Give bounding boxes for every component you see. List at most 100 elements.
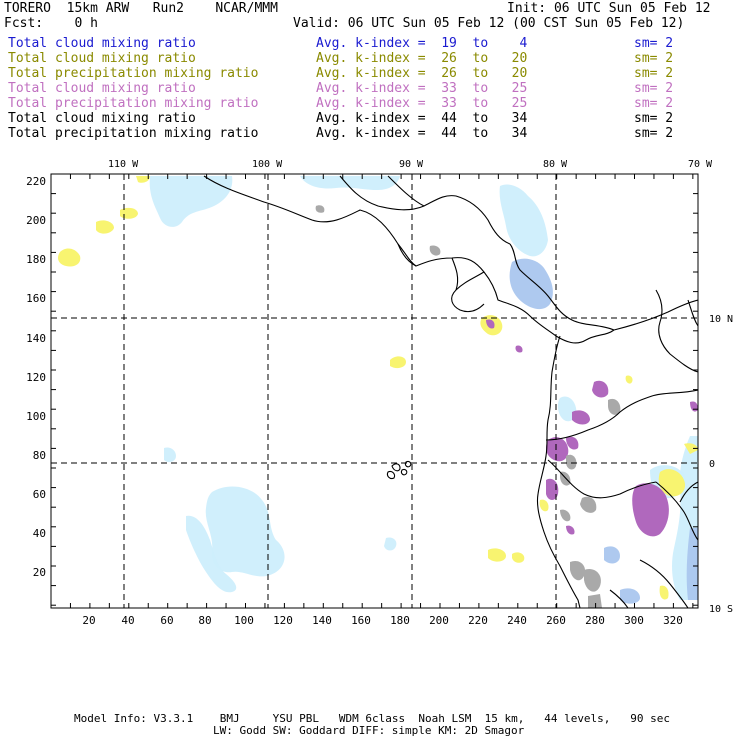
moisture-fields [51,174,698,608]
caribbean-cloud-mass [499,184,548,257]
yucatan-coast [387,175,425,207]
lat-label: 10 N [709,314,733,325]
y-tick-label: 40 [33,527,46,540]
legend-field: Total precipitation mixing ratio [8,66,259,81]
x-tick-label: 20 [82,614,95,627]
caribbean-coast [509,243,615,331]
gulf-of-mexico-coast [339,175,511,245]
lat-label: 10 S [709,604,733,615]
purple-cell [546,437,569,462]
north-cloud-band [149,176,233,227]
venezuela-coast [613,299,698,331]
lon-label: 110 W [108,159,139,170]
pacific-cloud-streak [186,515,237,593]
yellow-cell [96,220,114,234]
lon-label: 90 W [399,159,424,170]
purple-cell [515,345,523,353]
galapagos-island [386,470,396,480]
galapagos-island [391,463,401,472]
yellow-cell [512,552,525,563]
x-tick-label: 240 [507,614,527,627]
brazil-border [679,481,698,503]
country-border [397,243,417,267]
galapagos-island [404,460,412,468]
gray-precip-areas [315,205,621,608]
legend-kindex: Avg. k-index = 33 to 25 [316,81,528,96]
legend-field: Total precipitation mixing ratio [8,96,259,111]
gray-cell [429,245,441,256]
legend-field: Total cloud mixing ratio [8,36,196,51]
y-tick-label: 160 [26,292,46,305]
x-tick-label: 120 [273,614,293,627]
y-tick-label: 20 [33,566,46,579]
legend-kindex: Avg. k-index = 33 to 25 [316,96,528,111]
longitude-labels: 110 W 100 W 90 W 80 W 70 W [108,159,713,170]
gray-cell [315,205,325,213]
model-physics: LW: Godd SW: Goddard DIFF: simple KM: 2D… [213,724,525,737]
gray-cell [608,398,621,415]
x-tick-label: 180 [390,614,410,627]
legend-field: Total cloud mixing ratio [8,81,196,96]
south-cloud-core-2 [604,546,620,564]
pacific-cloud-mass [205,486,285,577]
map-background [51,174,698,608]
north-cloud-band-2 [300,176,400,190]
purple-cell [486,319,495,329]
map-frame [50,173,699,609]
legend-field: Total precipitation mixing ratio [8,126,259,141]
yellow-cell [625,375,633,384]
forecast-hour: Fcst: 0 h [4,16,98,31]
gray-cell [560,509,571,522]
brazil-peru-border [655,481,698,541]
colombia-border [545,389,698,441]
small-cloud-b [384,537,397,551]
model-title: TORERO 15km ARW Run2 NCAR/MMM [4,1,278,16]
x-tick-label: 100 [234,614,254,627]
small-cloud-a [164,447,176,463]
y-index-labels: 220 200 180 160 140 120 100 80 60 40 20 [26,175,46,579]
legend-sm: sm= 2 [634,96,674,111]
gray-cell [588,594,602,608]
yellow-cell [136,176,150,183]
galapagos-island [400,468,408,476]
valid-time: Valid: 06 UTC Sun 05 Feb 12 (00 CST Sun … [293,16,685,31]
model-info: Model Info: V3.3.1 BMJ YSU PBL WDM 6clas… [74,712,671,725]
y-tick-label: 180 [26,253,46,266]
x-tick-label: 40 [121,614,134,627]
yellow-cell [58,248,81,267]
yellow-cell [684,443,698,454]
init-time: Init: 06 UTC Sun 05 Feb 12 [507,1,711,16]
legend-sm: sm= 2 [634,81,674,96]
x-tick-label: 140 [312,614,332,627]
venezuela-border [687,299,698,327]
purple-cell [566,525,575,535]
yellow-cell [488,548,506,562]
purple-cell [566,436,579,450]
legend-field: Total cloud mixing ratio [8,111,196,126]
legend-sm: sm= 2 [634,66,674,81]
country-border [451,271,485,313]
purple-cell [546,478,559,500]
yellow-precip-areas [58,176,698,600]
y-tick-label: 100 [26,410,46,423]
caribbean-cloud-core [509,258,553,310]
lon-label: 70 W [688,159,713,170]
yellow-cell [659,585,669,600]
yellow-cell [120,207,138,219]
purple-precip-areas [486,319,698,537]
legend-sm: sm= 2 [634,51,674,66]
y-tick-label: 220 [26,175,46,188]
legend-field: Total cloud mixing ratio [8,51,196,66]
gray-cell [570,560,586,581]
south-cloud-core [620,588,640,604]
colombia-cloud-mass [557,396,577,422]
x-tick-label: 260 [546,614,566,627]
x-index-labels: 20 40 60 80 100 120 140 160 180 200 220 … [82,614,683,627]
x-tick-label: 280 [585,614,605,627]
legend-sm: sm= 2 [634,126,674,141]
y-tick-label: 120 [26,371,46,384]
y-tick-label: 140 [26,332,46,345]
graticule [51,174,698,608]
x-tick-label: 60 [160,614,173,627]
